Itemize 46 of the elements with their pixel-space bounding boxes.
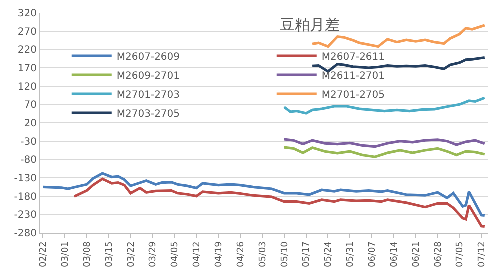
x-tick-label: 03/08	[82, 241, 93, 268]
legend-label: M2609-2701	[116, 71, 180, 82]
line-series	[73, 178, 486, 228]
y-tick-label: 320	[18, 8, 37, 20]
x-tick-label: 06/14	[390, 241, 400, 268]
x-tick-label: 02/22	[39, 242, 50, 268]
legend-label: M2703-2705	[116, 109, 180, 120]
y-tick-label: -130	[14, 174, 37, 184]
x-tick-label: 05/17	[302, 242, 312, 268]
y-tick-label: -280	[14, 228, 37, 240]
line-series	[283, 146, 486, 158]
x-tick-label: 03/22	[126, 242, 137, 268]
legend-label: M2607-2611	[322, 52, 386, 63]
legend-label: M2701-2705	[322, 90, 386, 101]
chart-title: 豆粕月差	[280, 16, 340, 34]
x-tick-label: 04/05	[170, 242, 181, 268]
x-tick-label: 07/12	[478, 242, 488, 268]
legend-label: M2607-2609	[116, 52, 180, 63]
y-tick-label: -230	[14, 210, 37, 222]
y-tick-label: -180	[14, 192, 37, 203]
x-tick-label: 03/29	[148, 241, 159, 268]
legend-label: M2611-2701	[322, 71, 386, 82]
y-tick-label: -80	[20, 155, 37, 166]
y-tick-label: 270	[18, 26, 37, 38]
y-tick-label: -30	[20, 136, 37, 148]
y-tick-label: 220	[18, 45, 37, 56]
y-tick-label: 170	[18, 64, 37, 74]
x-tick-label: 03/15	[104, 242, 115, 268]
x-tick-label: 06/21	[412, 242, 422, 268]
x-tick-label: 06/28	[434, 241, 444, 268]
x-tick-label: 04/26	[236, 241, 246, 268]
x-tick-label: 07/05	[456, 242, 466, 268]
x-tick-label: 04/19	[214, 241, 224, 268]
x-tick-label: 05/03	[258, 242, 268, 268]
line-series	[283, 138, 486, 148]
y-tick-label: 20	[24, 118, 37, 130]
x-tick-label: 05/31	[346, 242, 356, 268]
y-tick-label: 120	[18, 82, 37, 93]
legend-label: M2701-2703	[116, 90, 180, 101]
x-tick-label: 06/07	[368, 242, 378, 268]
line-series	[283, 96, 486, 115]
x-tick-label: 05/24	[324, 241, 334, 268]
x-tick-label: 05/10	[280, 241, 290, 268]
x-tick-label: 03/01	[60, 242, 71, 268]
x-tick-label: 04/12	[192, 242, 203, 268]
y-tick-label: 70	[24, 100, 37, 112]
